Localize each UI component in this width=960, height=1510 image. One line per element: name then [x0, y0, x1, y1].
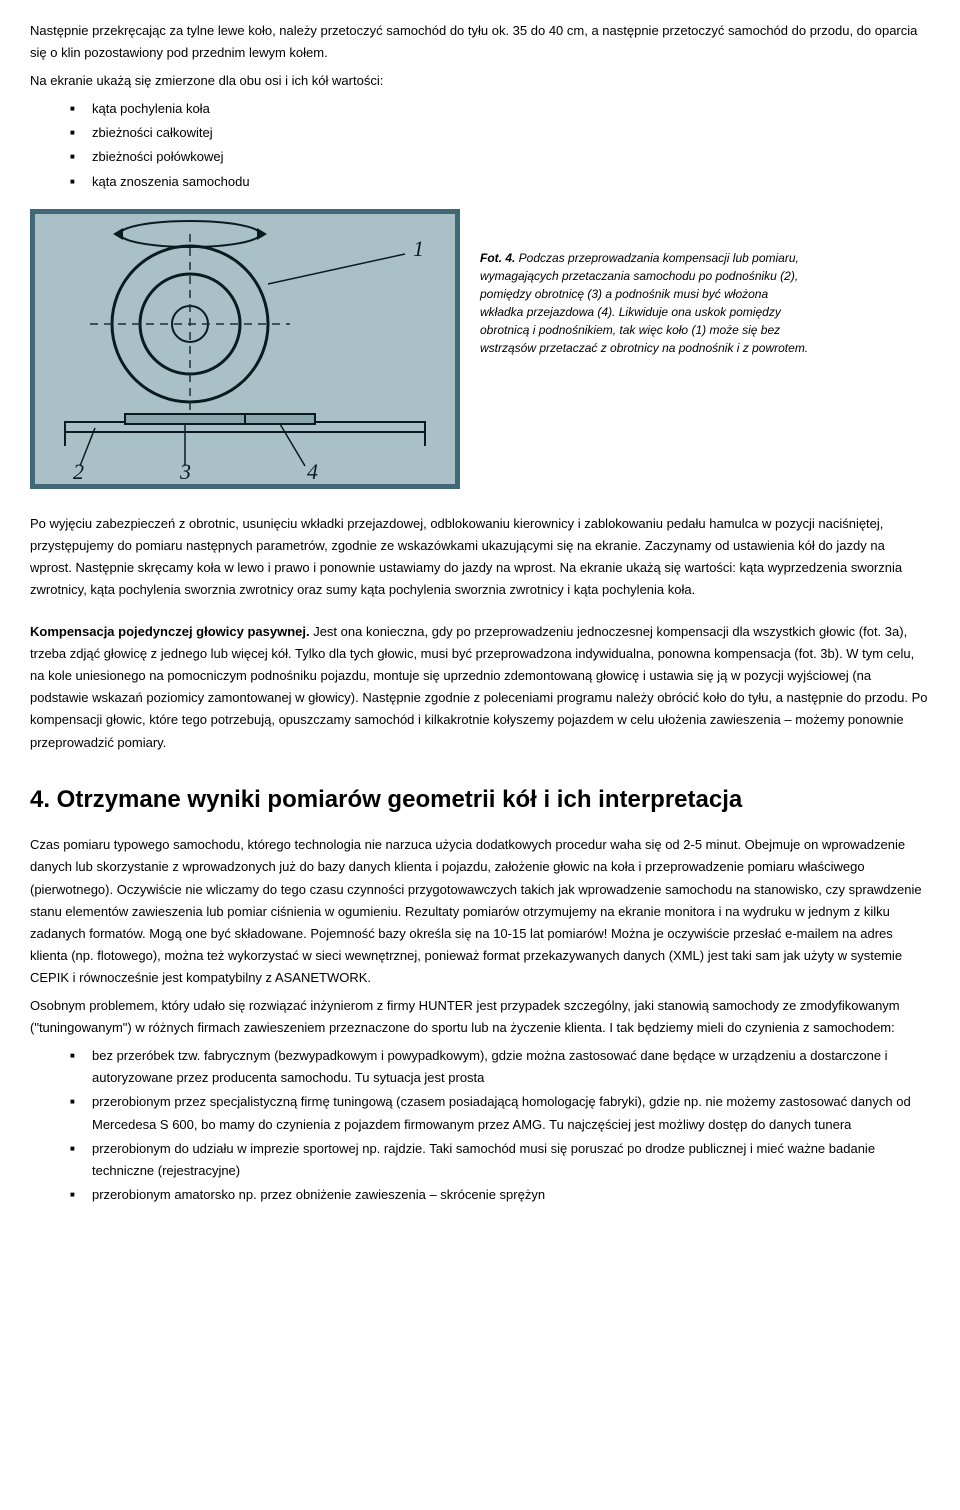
para-4-bold: Kompensacja pojedynczej głowicy pasywnej… — [30, 624, 310, 639]
para-intro-2: Na ekranie ukażą się zmierzone dla obu o… — [30, 70, 930, 92]
para-sec4-5: Czas pomiaru typowego samochodu, którego… — [30, 834, 930, 989]
bullet-list-values: kąta pochylenia koła zbieżności całkowit… — [70, 98, 930, 192]
figure-4: 1 2 3 4 Fot. 4. Podczas przeprowadzania … — [30, 209, 930, 489]
para-sec4-6: Osobnym problemem, który udało się rozwi… — [30, 995, 930, 1039]
para-body-3: Po wyjęciu zabezpieczeń z obrotnic, usun… — [30, 513, 930, 601]
svg-text:2: 2 — [73, 459, 84, 484]
para-intro-1: Następnie przekręcając za tylne lewe koł… — [30, 20, 930, 64]
bullet-list-cases: bez przeróbek tzw. fabrycznym (bezwypadk… — [70, 1045, 930, 1206]
list-item: przerobionym przez specjalistyczną firmę… — [70, 1091, 930, 1135]
list-item: przerobionym amatorsko np. przez obniżen… — [70, 1184, 930, 1206]
figure-4-caption: Fot. 4. Podczas przeprowadzania kompensa… — [480, 209, 810, 357]
list-item: bez przeróbek tzw. fabrycznym (bezwypadk… — [70, 1045, 930, 1089]
figure-4-image: 1 2 3 4 — [30, 209, 460, 489]
list-item: kąta znoszenia samochodu — [70, 171, 930, 193]
list-item: zbieżności całkowitej — [70, 122, 930, 144]
list-item: zbieżności połówkowej — [70, 146, 930, 168]
svg-text:1: 1 — [413, 236, 424, 261]
para-4-rest: Jest ona konieczna, gdy po przeprowadzen… — [30, 624, 927, 749]
list-item: kąta pochylenia koła — [70, 98, 930, 120]
caption-label: Fot. 4. — [480, 251, 515, 265]
section-4-heading: 4. Otrzymane wyniki pomiarów geometrii k… — [30, 780, 930, 821]
svg-text:4: 4 — [307, 459, 318, 484]
list-item: przerobionym do udziału w imprezie sport… — [70, 1138, 930, 1182]
para-body-4: Kompensacja pojedynczej głowicy pasywnej… — [30, 621, 930, 754]
caption-text: Podczas przeprowadzania kompensacji lub … — [480, 251, 808, 355]
svg-text:3: 3 — [179, 459, 191, 484]
diagram-icon: 1 2 3 4 — [35, 214, 455, 484]
